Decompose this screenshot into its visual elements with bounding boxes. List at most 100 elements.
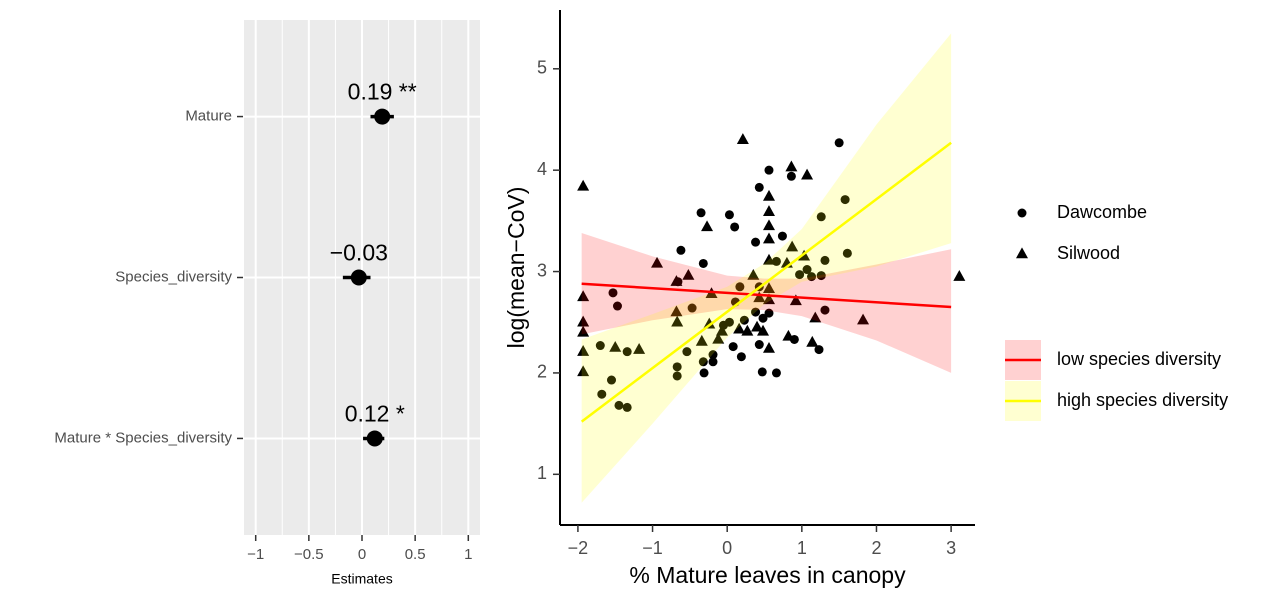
x-tick-label: 1 [797,538,807,558]
y-tick-label: 2 [537,362,547,382]
data-point [698,258,708,268]
fit-line [581,282,952,309]
data-point [577,345,590,356]
data-point [762,342,775,353]
data-point [789,294,802,306]
data-point [777,231,787,241]
data-point [724,210,734,220]
data-point [786,240,799,252]
x-tick-label: 1 [464,546,472,563]
data-point [814,345,824,355]
data-point [834,138,844,148]
data-point [762,189,775,201]
data-point [676,245,686,255]
data-point [597,389,607,399]
data-point [820,255,830,265]
data-point [762,219,775,231]
data-point [698,357,708,367]
data-point [809,311,822,323]
data-point [670,275,683,286]
data-point [762,293,775,305]
data-point [622,347,632,357]
data-point [614,400,624,410]
data-point [682,269,695,280]
data-point [633,343,646,354]
data-point [672,362,682,372]
data-point [747,269,760,280]
data-point [733,322,746,334]
data-point [671,315,684,327]
data-point [595,341,605,351]
x-tick-label: −1 [247,546,264,563]
legend-marker [1017,208,1027,218]
data-point [795,270,805,280]
data-point [607,375,617,385]
data-point [735,282,745,292]
data-point [736,133,749,144]
data-point [712,332,725,344]
data-point [577,325,590,337]
data-point [701,220,714,232]
y-tick-label: Mature [185,108,232,125]
data-point [782,329,795,341]
data-point [609,340,622,352]
legend-label: Silwood [1057,243,1120,263]
confidence-band [581,233,952,373]
x-tick-label: −2 [568,538,589,558]
data-point [754,182,764,192]
data-point [762,282,775,293]
data-point [577,315,590,327]
data-point [754,340,764,350]
confidence-band [581,33,952,503]
data-point [708,357,718,367]
data-point [715,324,728,336]
y-tick-label: 3 [537,260,547,280]
data-point [758,313,768,323]
data-point [687,303,697,313]
data-point [695,334,708,346]
data-point [802,265,812,275]
y-tick-label: Mature * Species_diversity [54,429,232,446]
data-point [857,313,870,325]
data-point [762,232,775,244]
data-point [730,222,740,232]
y-tick-label: Species_diversity [115,268,232,285]
data-point [682,347,692,357]
legend-marker [1016,247,1028,259]
data-point [651,256,664,268]
data-point [762,205,775,216]
data-point [751,320,764,332]
x-axis-title: Estimates [331,571,392,587]
data-point [820,305,830,315]
data-point [953,270,966,281]
data-point [696,208,706,218]
value-label: 0.12 * [345,401,405,427]
y-tick-label: 1 [537,463,547,483]
data-point [816,271,826,281]
data-point [708,350,718,360]
data-point [739,315,749,325]
value-label: 0.19 ** [348,79,417,105]
data-point [842,248,852,258]
x-axis-title: % Mature leaves in canopy [629,562,906,588]
legend-label: high species diversity [1057,390,1228,410]
x-tick-label: −0.5 [294,546,324,563]
data-point [762,253,775,265]
data-point [785,160,798,172]
x-tick-label: −1 [642,538,663,558]
data-point [751,307,761,317]
data-point [771,368,781,378]
y-tick-label: 4 [537,159,547,179]
legend-label: low species diversity [1057,349,1221,369]
data-point [751,237,761,247]
data-point [728,342,738,352]
value-label: −0.03 [330,240,388,266]
data-point [608,288,618,298]
data-point [807,272,817,282]
estimate-point [350,269,367,286]
estimate-point [374,108,391,125]
data-point [806,335,819,347]
legend-label: Dawcombe [1057,202,1147,222]
data-point [801,168,814,180]
x-tick-label: 0.5 [405,546,426,563]
